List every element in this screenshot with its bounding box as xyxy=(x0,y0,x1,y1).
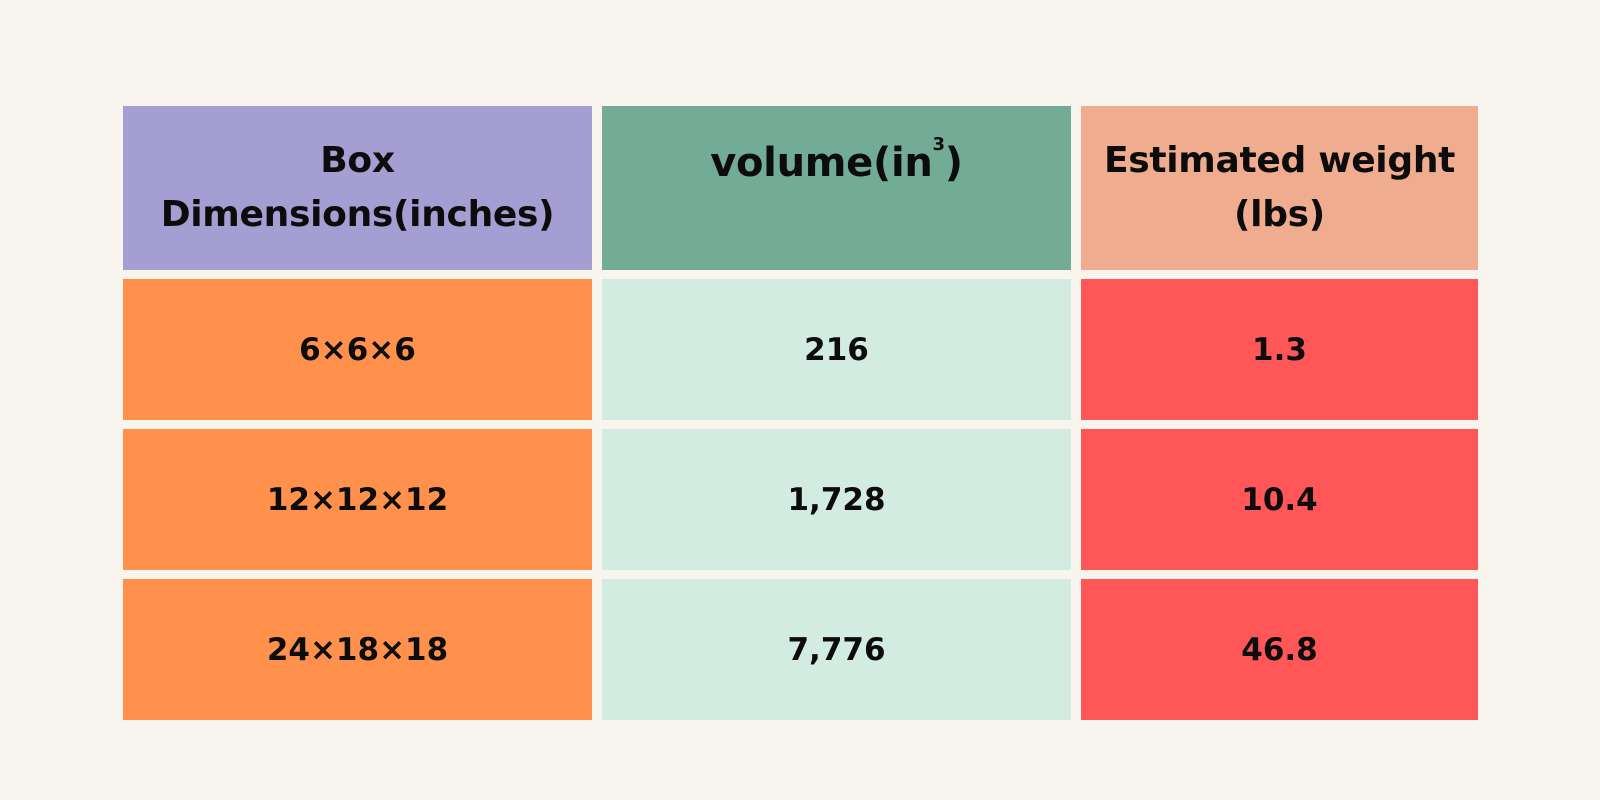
table-cell: 46.8 xyxy=(1081,579,1478,720)
header-volume-label: volume(in3) xyxy=(710,136,963,190)
cell-volume: 1,728 xyxy=(787,481,886,518)
header-box-dimensions-label: Box Dimensions(inches) xyxy=(160,140,555,235)
header-estimated-weight: Estimated weight (lbs) xyxy=(1081,106,1478,270)
table-cell: 1.3 xyxy=(1081,279,1478,420)
cell-weight: 10.4 xyxy=(1241,481,1318,518)
table-cell: 6×6×6 xyxy=(123,279,592,420)
cell-dimensions: 24×18×18 xyxy=(266,631,449,668)
table-cell: 24×18×18 xyxy=(123,579,592,720)
header-box-dimensions: Box Dimensions(inches) xyxy=(123,106,592,270)
cell-dimensions: 6×6×6 xyxy=(299,331,416,368)
table-cell: 12×12×12 xyxy=(123,429,592,570)
header-volume: volume(in3) xyxy=(602,106,1071,270)
header-volume-text: volume(in xyxy=(710,140,933,186)
cell-volume: 7,776 xyxy=(787,631,886,668)
table-cell: 1,728 xyxy=(602,429,1071,570)
table-cell: 7,776 xyxy=(602,579,1071,720)
header-estimated-weight-label: Estimated weight (lbs) xyxy=(1103,140,1456,235)
cell-volume: 216 xyxy=(804,331,869,368)
header-volume-exponent: 3 xyxy=(932,134,946,155)
table-cell: 10.4 xyxy=(1081,429,1478,570)
cell-weight: 46.8 xyxy=(1241,631,1318,668)
header-volume-close: ) xyxy=(944,140,963,186)
data-table: Box Dimensions(inches) volume(in3) Estim… xyxy=(123,106,1478,720)
cell-weight: 1.3 xyxy=(1252,331,1307,368)
table-cell: 216 xyxy=(602,279,1071,420)
cell-dimensions: 12×12×12 xyxy=(266,481,449,518)
